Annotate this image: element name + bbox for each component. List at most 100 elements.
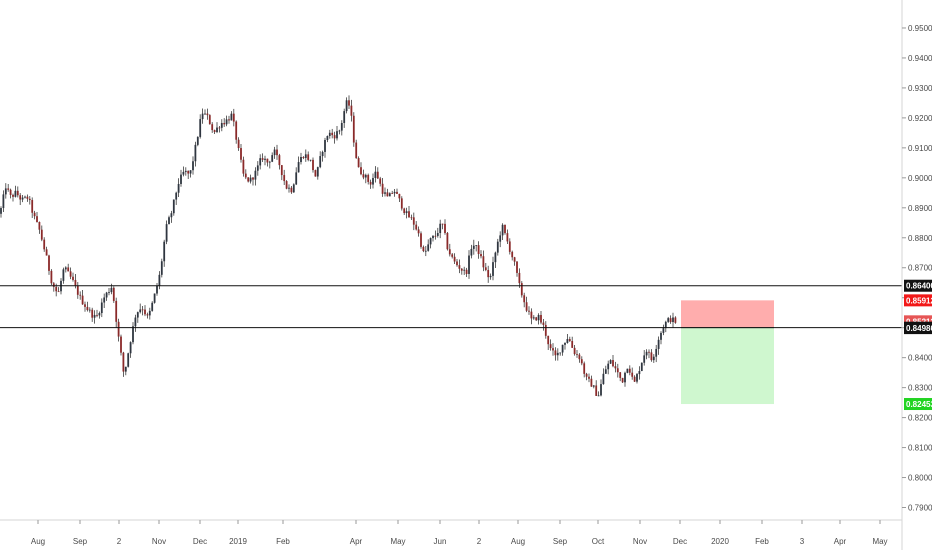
candle-down <box>187 170 190 174</box>
candle-down <box>540 314 542 323</box>
candle-up <box>604 369 607 374</box>
candle-up <box>184 170 187 172</box>
candle-down <box>240 148 242 160</box>
candle-up <box>216 127 218 133</box>
candle-up <box>319 156 322 168</box>
candle-up <box>108 292 110 293</box>
candle-down <box>45 249 48 256</box>
candle-down <box>628 368 631 373</box>
candle-down <box>422 246 425 252</box>
candle-down <box>379 178 382 184</box>
candle-down <box>585 373 588 377</box>
candle-down <box>285 181 288 189</box>
candle-up <box>225 119 228 125</box>
take-profit-zone[interactable] <box>681 327 774 405</box>
candle-up <box>388 193 391 197</box>
candle-up <box>105 292 108 298</box>
candle-up <box>492 262 494 276</box>
candle-up <box>93 314 96 318</box>
candle-up <box>384 192 386 194</box>
time-tick-label: 3 <box>800 537 805 546</box>
candle-up <box>309 159 312 161</box>
candle-up <box>62 269 65 281</box>
candle-down <box>247 177 250 182</box>
candle-up <box>636 374 638 382</box>
candle-down <box>552 348 554 351</box>
candle-down <box>590 378 593 387</box>
candle-down <box>420 233 422 247</box>
horizontal-levels[interactable] <box>0 285 902 329</box>
time-tick-label: Apr <box>834 537 847 546</box>
candle-down <box>7 188 10 190</box>
candle-up <box>199 119 202 137</box>
candle-up <box>170 213 173 218</box>
candle-down <box>398 193 401 199</box>
position-tool[interactable] <box>681 300 774 405</box>
time-tick-label: 2 <box>117 537 122 546</box>
candle-up <box>151 302 154 311</box>
candle-down <box>40 229 43 240</box>
candle-up <box>624 372 626 383</box>
candle-up <box>165 224 168 242</box>
candle-up <box>124 366 127 372</box>
candle-down <box>352 115 355 143</box>
candle-down <box>28 198 31 201</box>
candle-down <box>616 368 619 373</box>
candle-down <box>237 139 240 149</box>
candle-up <box>340 122 343 131</box>
candle-down <box>280 165 283 176</box>
candle-down <box>242 159 245 174</box>
candle-up <box>432 235 434 239</box>
candle-up <box>0 208 2 214</box>
stop-loss-zone[interactable] <box>681 300 774 328</box>
candle-down <box>36 216 38 223</box>
candle-down <box>650 352 653 361</box>
candle-up <box>300 156 302 163</box>
candle-down <box>535 317 538 321</box>
candle-down <box>408 211 410 218</box>
close-price-tag-bg <box>904 322 932 335</box>
candle-up <box>189 170 192 174</box>
candle-down <box>355 142 358 159</box>
candle-down <box>31 200 34 213</box>
candle-down <box>33 212 36 217</box>
time-axis[interactable]: Aug Sep 2 Nov Dec 2019 Feb Apr May Jun 2 Aug Sep Oct N… <box>0 519 902 546</box>
candle-down <box>84 304 86 307</box>
candle-up <box>475 245 478 246</box>
candle-down <box>578 354 581 360</box>
candle-down <box>381 183 384 194</box>
candle-up <box>667 318 670 322</box>
candle-down <box>465 269 468 274</box>
candle-down <box>348 100 350 106</box>
candle-down <box>453 256 456 262</box>
candle-up <box>204 113 206 115</box>
candle-up <box>304 154 307 158</box>
candle-up <box>556 352 559 356</box>
candle-down <box>542 322 545 325</box>
candle-down <box>400 198 403 209</box>
candles <box>0 95 677 397</box>
candle-up <box>295 172 298 185</box>
candle-down <box>376 171 379 179</box>
candle-down <box>57 291 60 293</box>
candle-up <box>160 261 163 275</box>
candle-down <box>12 194 14 197</box>
candle-down <box>516 261 518 273</box>
candle-down <box>228 119 230 121</box>
candle-up <box>316 167 319 177</box>
candle-down <box>386 192 389 197</box>
candle-up <box>180 174 182 184</box>
candle-down <box>518 272 521 284</box>
candle-down <box>55 286 58 292</box>
candle-up <box>230 113 233 121</box>
candle-down <box>307 154 310 160</box>
candle-down <box>120 336 122 353</box>
candle-down <box>208 115 211 125</box>
